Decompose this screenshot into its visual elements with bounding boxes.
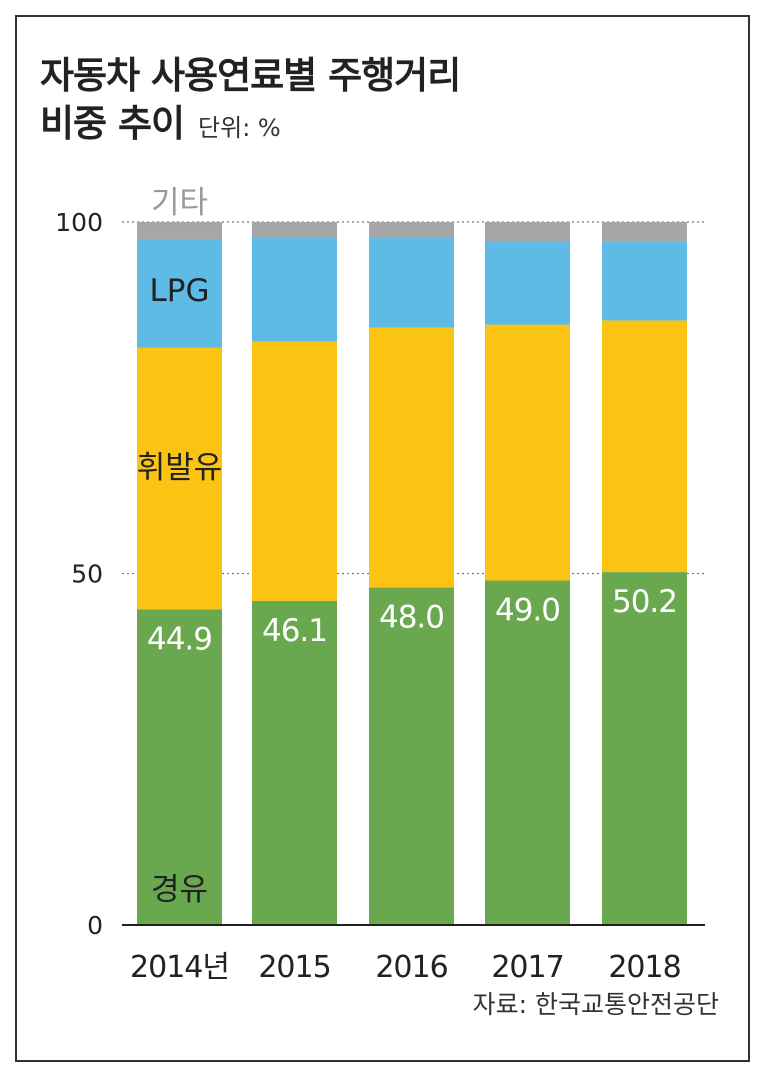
- bar-기타-2: [369, 222, 454, 238]
- category-label-4: 2018: [608, 950, 680, 985]
- category-label-0: 2014년: [130, 950, 229, 985]
- bar-기타-0: [137, 222, 222, 239]
- chart-frame: [15, 15, 750, 1062]
- bar-기타-4: [602, 222, 687, 242]
- value-label-0: 44.9: [147, 621, 212, 657]
- value-label-3: 49.0: [495, 593, 560, 629]
- bar-휘발유-4: [602, 320, 687, 573]
- bar-휘발유-1: [252, 341, 337, 601]
- category-label-1: 2015: [258, 950, 330, 985]
- bar-LPG-1: [252, 237, 337, 342]
- bar-휘발유-3: [485, 324, 570, 581]
- category-label-3: 2017: [491, 950, 563, 985]
- bar-기타-1: [252, 222, 337, 238]
- value-label-4: 50.2: [612, 584, 677, 620]
- y-tick-label-100: 100: [55, 208, 103, 237]
- unit-label: 단위: %: [198, 114, 281, 142]
- bar-경유-2: [369, 587, 454, 925]
- value-label-1: 46.1: [262, 613, 327, 649]
- y-tick-label-0: 0: [87, 911, 103, 940]
- y-tick-label-50: 50: [71, 560, 103, 589]
- series-label-기타: 기타: [151, 185, 208, 221]
- series-label-LPG: LPG: [150, 273, 210, 309]
- category-label-2: 2016: [375, 950, 447, 985]
- series-label-휘발유: 휘발유: [137, 450, 223, 486]
- bar-LPG-4: [602, 241, 687, 321]
- source-note: 자료: 한국교통안전공단: [472, 990, 719, 1019]
- bar-휘발유-2: [369, 327, 454, 588]
- title-line-2-text: 비중 추이: [40, 102, 185, 145]
- title-line-2: 비중 추이 단위: %: [40, 100, 460, 152]
- bar-휘발유-0: [137, 347, 222, 610]
- bar-경유-4: [602, 572, 687, 925]
- value-label-2: 48.0: [379, 600, 444, 636]
- chart-title: 자동차 사용연료별 주행거리 비중 추이 단위: %: [40, 52, 461, 152]
- bar-경유-0: [137, 609, 222, 925]
- bar-LPG-0: [137, 238, 222, 348]
- series-label-경유: 경유: [151, 872, 208, 908]
- bar-경유-3: [485, 580, 570, 925]
- title-line-1: 자동차 사용연료별 주행거리: [40, 54, 461, 97]
- bar-기타-3: [485, 222, 570, 241]
- bar-LPG-3: [485, 240, 570, 325]
- bar-LPG-2: [369, 237, 454, 328]
- bar-경유-1: [252, 600, 337, 925]
